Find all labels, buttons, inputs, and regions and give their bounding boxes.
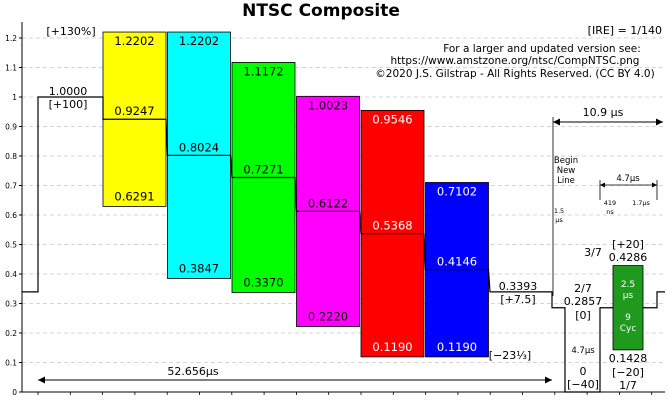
bar-labels: 1.2202 0.9247 0.6291 1.2202 0.8024 0.3847 1.11… [114,34,477,354]
bar-top-label: 1.2202 [114,34,154,48]
bar-mid-label: 0.4146 [437,255,477,269]
bar-bottom-label: 0.3370 [243,276,283,290]
bar-bottom-label: 0.6291 [114,189,154,203]
three-seventh-label: 3/7 [584,246,602,259]
signal-waveform [22,96,665,393]
white-level-ire: [+100] [49,98,88,111]
chart-title: NTSC Composite [242,1,400,21]
t15-value: 1.5 [554,207,564,215]
color-burst [612,265,644,351]
bar-bottom-label: 0.1190 [437,340,477,354]
t47-sync-label: 4.7μs [571,346,595,356]
y-axis: 0 0.1 0.2 0.3 0.4 0.5 0.6 0.7 0.8 0.9 1 1.1 1.2 [5,22,665,397]
blank-time-label: 10.9 μs [583,106,624,119]
y-tick-label: 0.3 [5,300,17,309]
sync-ire-label: [−40] [567,378,599,391]
burst-cyc-value: 9 [625,313,631,323]
credit-line-2: https://www.amstzone.org/ntsc/CompNTSC.p… [391,55,640,67]
bar-mid-label: 0.6122 [308,196,348,210]
y-tick-label: 0.5 [5,241,17,250]
t47-top-label: 4.7μs [616,174,640,184]
sync-zero-label: 0 [580,365,587,378]
burst-bottom-value: 0.1428 [609,352,648,365]
begin-new-line-1: Begin [554,156,578,166]
burst-dur-value: 2.5 [621,280,635,290]
y-tick-label: 1.2 [5,34,17,43]
white-level-value: 1.0000 [49,85,88,98]
y-tick-label: 0.7 [5,182,17,191]
active-time-arrowhead-left [38,376,45,384]
bar-top-label: 1.0023 [308,98,348,112]
burst-bottom-ire: [−20] [612,366,644,379]
bar-mid-label: 0.7271 [243,163,283,177]
two-seventh-label: 2/7 [574,282,592,295]
begin-new-line-2: New [557,166,576,176]
y-tick-label: 0 [12,388,17,397]
blank-time-arrowhead-right [656,118,663,126]
sync-width-arrowhead-left [600,182,605,188]
blank-level-value: 0.2857 [564,295,603,308]
bar-mid-label: 0.9247 [114,104,154,118]
blank-time-arrowhead-left [553,118,560,126]
bar-bottom-label: 0.3847 [179,262,219,276]
plus130-label: [+130%] [46,25,95,38]
y-tick-label: 0.1 [5,359,17,368]
ire-scale: [IRE] = 1/140 [588,24,662,37]
bar-mid-label: 0.8024 [179,140,219,154]
y-tick-label: 1.1 [5,64,17,73]
minus23-label: [−23⅓] [489,349,531,362]
bar-mid-label: 0.5368 [372,219,412,233]
bar-bottom-label: 0.2220 [308,310,348,324]
t17-label: 1.7μs [632,199,650,207]
bar-bottom-label: 0.1190 [372,340,412,354]
y-tick-label: 0.8 [5,152,17,161]
y-tick-label: 0.2 [5,329,17,338]
burst-dur-unit: μs [623,291,634,301]
t419-unit: ns [606,208,614,216]
bar-top-label: 1.1172 [243,64,283,78]
y-tick-label: 0.4 [5,270,17,279]
active-time-arrowhead-right [545,376,552,384]
credit-line-1: For a larger and updated version see: [443,43,641,55]
burst-top-value: 0.4286 [609,251,648,264]
t419-value: 419 [604,199,616,207]
black-level-ire: [+7.5] [500,293,535,306]
credit-line-3: ©2020 J.S. Gilstrap - All Rights Reserve… [375,68,654,80]
sync-width-arrowhead-right [652,182,657,188]
t15-unit: μs [555,216,563,224]
burst-top-ire: [+20] [612,238,644,251]
y-tick-label: 0.9 [5,123,17,132]
burst-cyc-unit: Cyc [620,324,637,334]
bar-top-label: 0.9546 [372,112,412,126]
y-tick-label: 0.6 [5,211,17,220]
black-level-value: 0.3393 [499,280,538,293]
blank-level-ire: [0] [575,309,591,322]
begin-new-line-3: Line [557,176,575,186]
bar-top-label: 1.2202 [179,34,219,48]
active-time-label: 52.656μs [167,365,218,378]
bar-top-label: 0.7102 [437,184,477,198]
one-seventh-label: 1/7 [619,379,637,392]
y-tick-label: 1 [12,93,17,102]
